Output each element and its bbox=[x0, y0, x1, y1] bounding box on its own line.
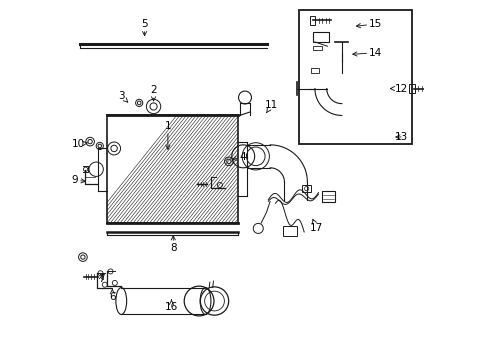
Text: 9: 9 bbox=[72, 175, 85, 185]
Text: 1: 1 bbox=[165, 121, 171, 149]
Bar bbox=[313, 32, 329, 42]
Bar bbox=[299, 10, 412, 144]
Bar bbox=[409, 84, 415, 93]
Text: 5: 5 bbox=[141, 19, 148, 36]
Bar bbox=[313, 45, 322, 50]
Text: 3: 3 bbox=[118, 91, 128, 102]
Text: 2: 2 bbox=[150, 85, 157, 101]
Bar bbox=[107, 116, 238, 223]
Text: 10: 10 bbox=[72, 139, 88, 149]
Bar bbox=[302, 185, 311, 192]
Bar bbox=[310, 16, 315, 25]
Text: 16: 16 bbox=[165, 300, 178, 312]
Text: 7: 7 bbox=[98, 274, 105, 284]
Bar bbox=[311, 68, 318, 73]
Text: 15: 15 bbox=[356, 19, 383, 29]
Text: 12: 12 bbox=[391, 84, 408, 94]
Text: 4: 4 bbox=[233, 152, 246, 162]
Bar bbox=[283, 226, 297, 235]
Text: 13: 13 bbox=[394, 132, 408, 142]
Text: 17: 17 bbox=[310, 219, 323, 233]
Text: 8: 8 bbox=[170, 236, 176, 253]
Bar bbox=[322, 192, 335, 202]
Text: 11: 11 bbox=[265, 100, 278, 113]
Text: 14: 14 bbox=[353, 48, 383, 58]
Text: 6: 6 bbox=[109, 289, 116, 302]
